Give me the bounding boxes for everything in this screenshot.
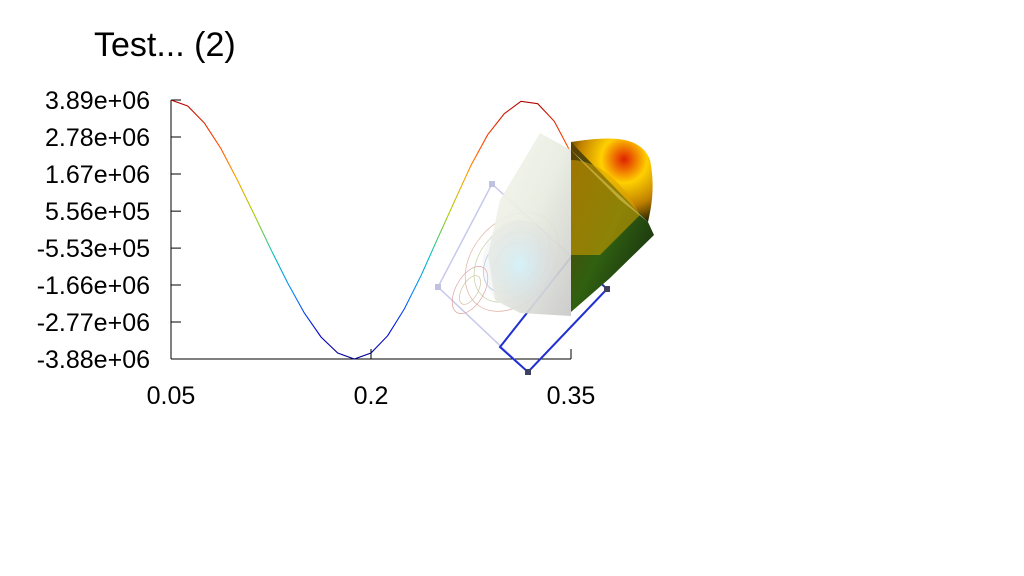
y-tick-label: 3.89e+06 [45, 87, 150, 115]
y-tick-label: -1.66e+06 [37, 272, 150, 300]
y-tick-label: 5.56e+05 [45, 198, 150, 226]
y-tick-label: 1.67e+06 [45, 161, 150, 189]
surface-3d-overlay [435, 133, 654, 375]
x-tick-label: 0.2 [354, 382, 389, 410]
y-axis-ticks: 3.89e+06 2.78e+06 1.67e+06 5.56e+05 -5.53e+0… [37, 87, 181, 374]
x-tick-label: 0.05 [147, 382, 196, 410]
series-line [170, 99, 572, 360]
y-tick-label: -2.77e+06 [37, 309, 150, 337]
x-tick-label: 0.35 [547, 382, 596, 410]
y-tick-label: -3.88e+06 [37, 346, 150, 374]
chart-title: Test... (2) [94, 26, 236, 64]
y-tick-label: 2.78e+06 [45, 124, 150, 152]
y-tick-label: -5.53e+05 [37, 235, 150, 263]
x-axis-ticks: 0.05 0.2 0.35 [147, 349, 596, 410]
